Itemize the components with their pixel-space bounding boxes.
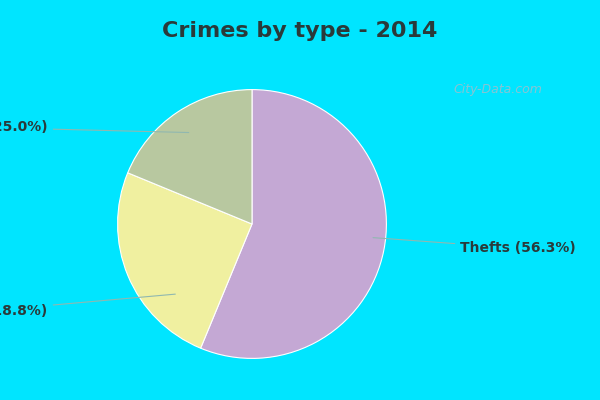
Wedge shape [118,173,252,348]
Text: Thefts (56.3%): Thefts (56.3%) [373,238,576,255]
Text: Crimes by type - 2014: Crimes by type - 2014 [163,21,437,41]
Text: Assaults (18.8%): Assaults (18.8%) [0,294,175,318]
Text: Burglaries (25.0%): Burglaries (25.0%) [0,120,189,134]
Wedge shape [128,90,252,224]
Wedge shape [200,90,386,358]
Text: City-Data.com: City-Data.com [454,83,542,96]
